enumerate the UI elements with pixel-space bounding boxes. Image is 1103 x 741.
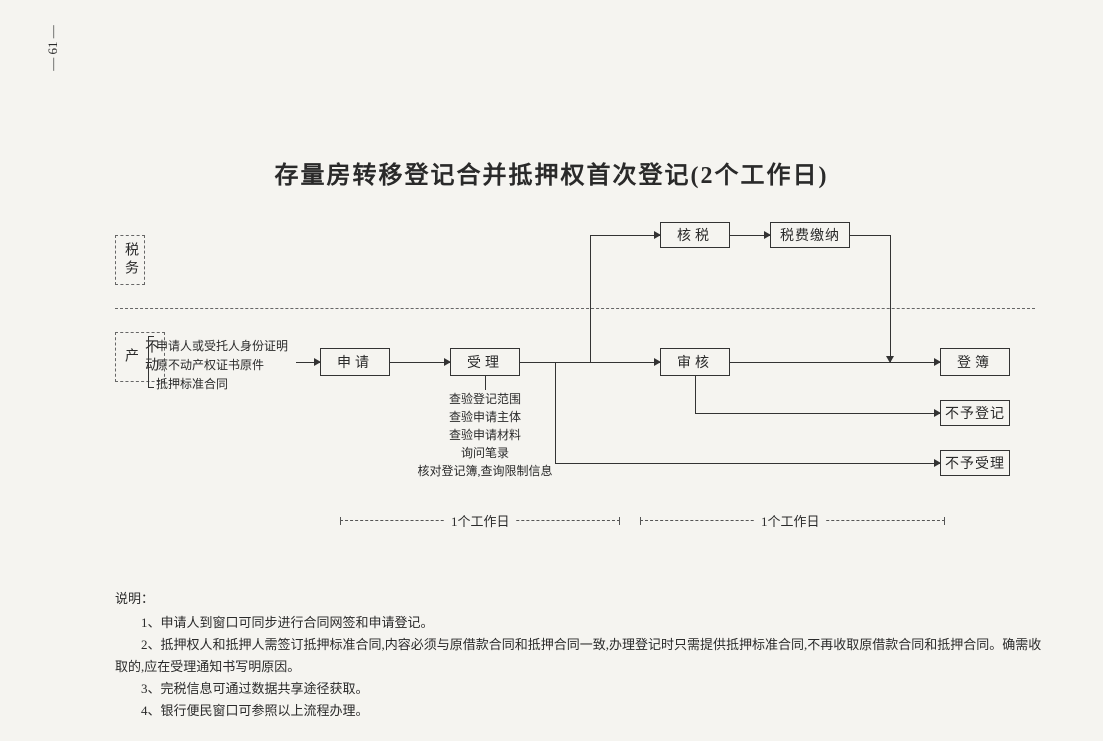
req-bracket [148, 336, 154, 388]
node-accept: 受理 [450, 348, 520, 376]
edge-accept-review [520, 362, 660, 363]
conn-accept-sub [485, 376, 486, 390]
node-reject-accept: 不予受理 [940, 450, 1010, 476]
notes: 说明： 1、申请人到窗口可同步进行合同网签和申请登记。 2、抵押权人和抵押人需签… [115, 588, 1043, 723]
req-1: 申请人或受托人身份证明 [156, 337, 288, 356]
req-3: 抵押标准合同 [156, 375, 288, 394]
accept-sub-2: 查验申请主体 [400, 408, 570, 426]
accept-sub-1: 查验登记范围 [400, 390, 570, 408]
edge-review-register [730, 362, 940, 363]
arrow-review-register [934, 358, 941, 366]
edge-taxpay-out [850, 235, 890, 236]
arrow-taxpay-merge [886, 356, 894, 363]
node-tax-pay: 税费缴纳 [770, 222, 850, 248]
arrow-apply-accept [444, 358, 451, 366]
requirements-list: 申请人或受托人身份证明 原不动产权证书原件 抵押标准合同 [156, 337, 288, 395]
edge-apply-accept [390, 362, 450, 363]
node-register: 登簿 [940, 348, 1010, 376]
accept-sub-3: 查验申请材料 [400, 426, 570, 444]
accept-sub-5: 核对登记簿,查询限制信息 [400, 462, 570, 480]
note-1: 1、申请人到窗口可同步进行合同网签和申请登记。 [115, 612, 1043, 634]
note-4: 4、银行便民窗口可参照以上流程办理。 [115, 700, 1043, 722]
accept-sub-4: 询问笔录 [400, 444, 570, 462]
node-review: 审核 [660, 348, 730, 376]
page-number: — 61 — [45, 25, 61, 71]
arrow-review-reject [934, 409, 941, 417]
edge-accept-down [555, 362, 556, 463]
lane-divider [115, 308, 1035, 309]
node-tax-check: 核税 [660, 222, 730, 248]
node-apply: 申请 [320, 348, 390, 376]
timeline-2-label: 1个工作日 [755, 511, 826, 530]
arrow-accept-review [654, 358, 661, 366]
note-3: 3、完税信息可通过数据共享途径获取。 [115, 678, 1043, 700]
edge-accept-reject [555, 463, 940, 464]
edge-up-tax [590, 235, 591, 362]
edge-to-taxcheck [590, 235, 660, 236]
notes-header: 说明： [115, 588, 1043, 610]
arrow-accept-reject [934, 459, 941, 467]
req-2: 原不动产权证书原件 [156, 356, 288, 375]
timeline-1-label: 1个工作日 [445, 511, 516, 530]
arrow-taxcheck-taxpay [764, 231, 771, 239]
arrow-req-apply [314, 358, 321, 366]
edge-review-reject [695, 413, 940, 414]
lane-tax: 税务 [115, 235, 145, 285]
accept-sublist: 查验登记范围 查验申请主体 查验申请材料 询问笔录 核对登记簿,查询限制信息 [400, 390, 570, 480]
edge-taxpay-down [890, 235, 891, 362]
page-title: 存量房转移登记合并抵押权首次登记(2个工作日) [0, 155, 1103, 190]
node-reject-register: 不予登记 [940, 400, 1010, 426]
arrow-to-taxcheck [654, 231, 661, 239]
flowchart: 税务 不动产 申请人或受托人身份证明 原不动产权证书原件 抵押标准合同 申请 受… [0, 200, 1103, 540]
edge-review-down [695, 376, 696, 413]
note-2: 2、抵押权人和抵押人需签订抵押标准合同,内容必须与原借款合同和抵押合同一致,办理… [115, 634, 1043, 678]
